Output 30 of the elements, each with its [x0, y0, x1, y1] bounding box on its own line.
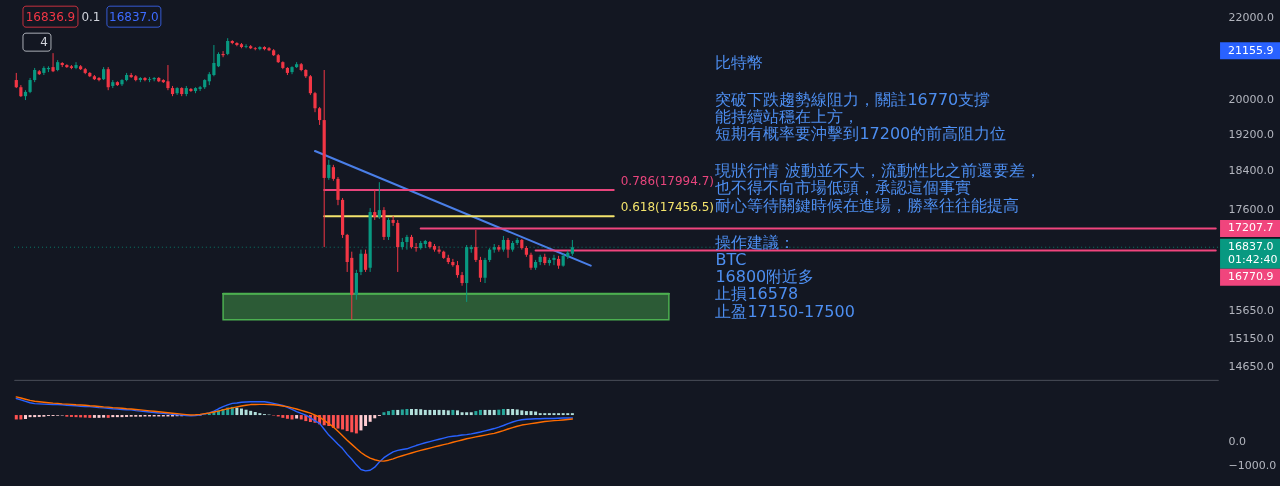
annotation: 現狀行情 波動並不大，流動性比之前還要差， [715, 161, 1041, 181]
y-tick-label: 15150.0 [1228, 331, 1274, 345]
text: 21155.9 [1228, 43, 1274, 57]
annotation: 4 [40, 35, 48, 50]
annotation: 比特幣 [715, 53, 764, 73]
annotation: 止盈17150-17500 [715, 301, 855, 321]
annotation: 耐心等待關鍵時候在進場，勝率往往能提高 [715, 196, 1020, 216]
annotation: 0.1 [81, 9, 101, 24]
annotation: 16836.9 [25, 9, 76, 24]
y-tick-label: 20000.0 [1228, 92, 1274, 106]
annotation: 16800附近多 [715, 266, 815, 286]
y-tick-label: 19200.0 [1228, 127, 1274, 141]
series-label: 0.618(17456.5) [620, 200, 714, 215]
y-tick-label: −1000.0 [1228, 458, 1277, 472]
annotation: BTC [715, 249, 747, 269]
annotation: 止損16578 [715, 284, 799, 304]
y-tick-label: 17600.0 [1228, 202, 1274, 216]
y-tick-label: 18400.0 [1228, 164, 1274, 178]
y-tick-label: 22000.0 [1228, 10, 1274, 24]
data-label: 16770.9 [1228, 270, 1274, 284]
series-label: 0.786(17994.7) [620, 174, 714, 189]
annotation: 16837.0 [109, 9, 159, 24]
y-tick-label: 0.0 [1228, 435, 1247, 449]
ref-line-label: 16837.0 01:42:40 [1228, 240, 1278, 267]
data-label: 17207.7 [1228, 221, 1274, 235]
y-tick-label: 14650.0 [1228, 360, 1274, 374]
y-tick-label: 15650.0 [1228, 303, 1274, 317]
annotation: 操作建議： [715, 232, 796, 252]
annotation: 短期有概率要沖擊到17200的前高阻力位 [715, 124, 1007, 144]
annotation: 也不得不向市場低頭，承認這個事實 [715, 178, 972, 198]
